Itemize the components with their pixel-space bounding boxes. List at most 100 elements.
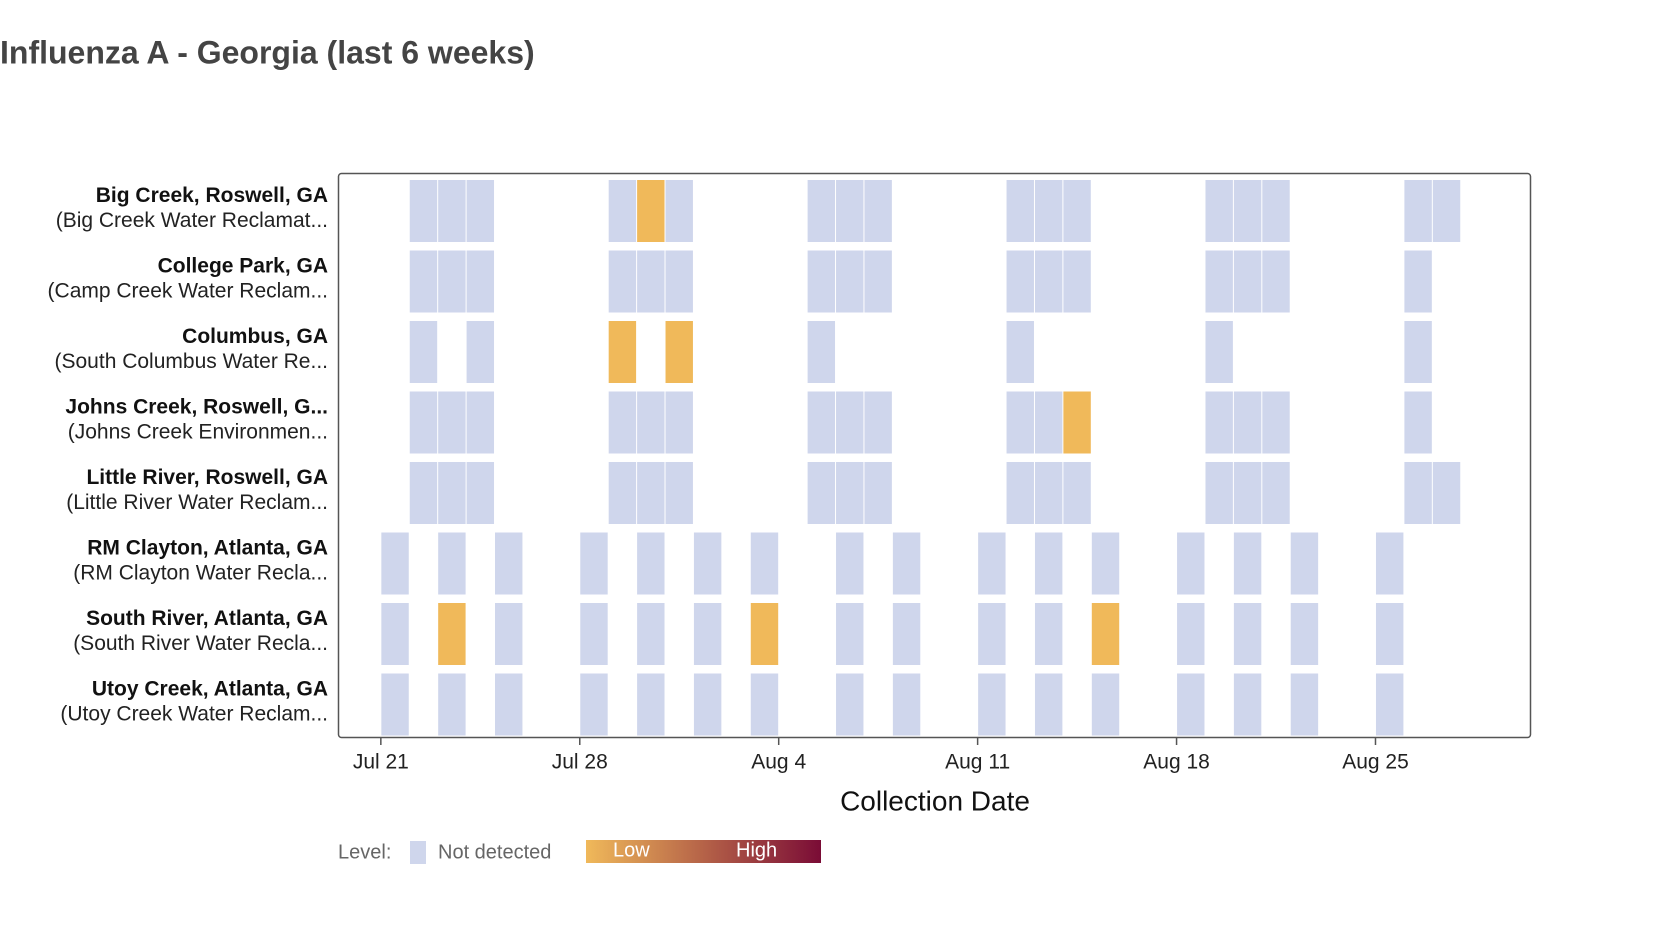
tile — [1432, 462, 1461, 524]
tile — [1006, 462, 1034, 524]
tile — [836, 391, 864, 454]
tile — [807, 321, 836, 383]
tile — [637, 673, 665, 736]
tile — [1233, 603, 1262, 665]
legend-gradient — [586, 840, 821, 863]
tile — [495, 532, 523, 595]
tile — [438, 462, 466, 524]
tile — [1034, 180, 1063, 242]
tile — [608, 462, 637, 524]
tile — [409, 462, 438, 524]
plot-frame — [337, 172, 1532, 739]
tile — [1404, 250, 1432, 313]
row-sublabel: (Johns Creek Environmen... — [68, 420, 328, 443]
tile — [438, 673, 466, 736]
tile — [836, 673, 864, 736]
tile — [409, 250, 438, 313]
tile — [1290, 532, 1319, 595]
tile — [836, 250, 864, 313]
tile — [1233, 673, 1262, 736]
tile — [1205, 180, 1233, 242]
row-label: Johns Creek, Roswell, G... — [65, 395, 328, 418]
x-tick-label: Jul 28 — [552, 751, 608, 774]
tile — [1177, 603, 1205, 665]
tile — [608, 250, 637, 313]
x-tick-label: Jul 21 — [353, 751, 409, 774]
tile — [1404, 180, 1432, 242]
tile — [693, 603, 722, 665]
tile — [836, 462, 864, 524]
tile — [1091, 673, 1120, 736]
row-label: Big Creek, Roswell, GA — [96, 184, 328, 207]
row-sublabel: (Camp Creek Water Reclam... — [48, 279, 328, 302]
tile — [807, 462, 836, 524]
tile — [836, 180, 864, 242]
tile — [1006, 391, 1034, 454]
tile — [807, 391, 836, 454]
tile — [864, 250, 892, 313]
row-sublabel: (South Columbus Water Re... — [55, 350, 329, 373]
row-label: Columbus, GA — [182, 325, 328, 348]
legend-title: Level: — [338, 841, 391, 863]
tile — [438, 603, 466, 665]
tile — [665, 321, 693, 383]
tile — [1063, 250, 1091, 313]
tile — [1233, 532, 1262, 595]
tile — [1404, 391, 1432, 454]
row-label: Utoy Creek, Atlanta, GA — [92, 677, 328, 700]
tile — [978, 603, 1006, 665]
tile — [637, 603, 665, 665]
tile — [864, 180, 892, 242]
tile — [495, 603, 523, 665]
tile — [1262, 462, 1290, 524]
tile — [892, 673, 921, 736]
tile — [1063, 462, 1091, 524]
tile — [1262, 250, 1290, 313]
tile — [637, 391, 665, 454]
tile — [1034, 603, 1063, 665]
tile — [1034, 250, 1063, 313]
row-label: Little River, Roswell, GA — [86, 466, 328, 489]
tile — [409, 321, 438, 383]
tile — [1034, 462, 1063, 524]
tile — [1091, 603, 1120, 665]
tile — [1375, 532, 1404, 595]
tile — [580, 603, 608, 665]
tile — [665, 180, 693, 242]
tile — [836, 532, 864, 595]
tile — [381, 532, 409, 595]
row-label: RM Clayton, Atlanta, GA — [87, 536, 328, 559]
tile — [466, 250, 495, 313]
tile — [438, 532, 466, 595]
tile — [466, 321, 495, 383]
tile — [1432, 180, 1461, 242]
tile — [1262, 391, 1290, 454]
tile — [693, 532, 722, 595]
tile — [1177, 532, 1205, 595]
row-sublabel: (Utoy Creek Water Reclam... — [60, 702, 328, 725]
tile — [665, 391, 693, 454]
tile — [466, 391, 495, 454]
tile — [466, 462, 495, 524]
x-tick-label: Aug 18 — [1143, 751, 1210, 774]
tile — [750, 673, 779, 736]
tile — [608, 180, 637, 242]
tile — [608, 391, 637, 454]
tile — [1205, 462, 1233, 524]
row-label: College Park, GA — [158, 254, 328, 277]
tile — [892, 603, 921, 665]
legend-label: Not detected — [438, 841, 551, 863]
tile — [864, 391, 892, 454]
row-sublabel: (RM Clayton Water Recla... — [73, 561, 328, 584]
tile — [438, 250, 466, 313]
tile — [836, 603, 864, 665]
tile — [438, 391, 466, 454]
tile — [580, 532, 608, 595]
tile — [978, 673, 1006, 736]
tile — [1375, 673, 1404, 736]
tile — [1404, 462, 1432, 524]
tile — [1063, 180, 1091, 242]
tile — [409, 391, 438, 454]
